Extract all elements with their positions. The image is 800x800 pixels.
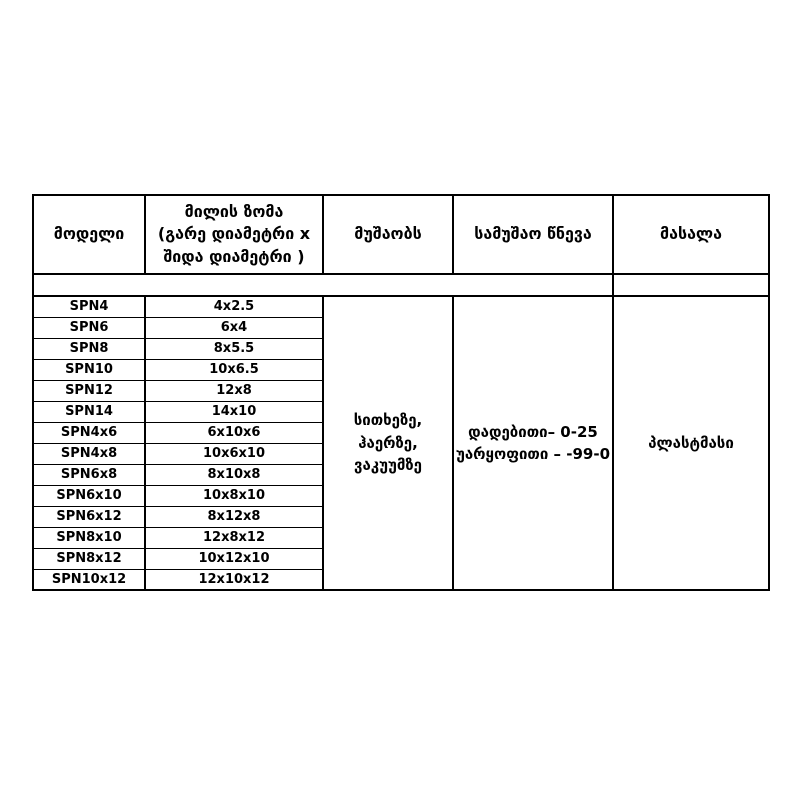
size-cell: 6x10x6 [144, 421, 324, 444]
size-cell: 10x6.5 [144, 358, 324, 381]
model-cell: SPN6x8 [32, 463, 146, 486]
size-cell: 10x6x10 [144, 442, 324, 465]
works-on-cell: სითხეზე, ჰაერზე, ვაკუუმზე [322, 295, 454, 591]
product-spec-table: მოდელი მილის ზომა (გარე დიამეტრი x შიდა … [32, 194, 770, 591]
table-row: SPN10x12 12x10x12 [32, 568, 769, 591]
table-row: SPN6x12 8x12x8 [32, 505, 769, 528]
table-row: SPN6x8 8x10x8 [32, 463, 769, 486]
size-cell: 12x10x12 [144, 568, 324, 591]
size-cell: 12x8x12 [144, 526, 324, 549]
model-cell: SPN4x6 [32, 421, 146, 444]
table-row: SPN14 14x10 [32, 400, 769, 423]
model-cell: SPN4x8 [32, 442, 146, 465]
header-works-on: მუშაობს [322, 194, 454, 275]
table-row: SPN6x10 10x8x10 [32, 484, 769, 507]
size-cell: 6x4 [144, 316, 324, 339]
model-cell: SPN14 [32, 400, 146, 423]
model-cell: SPN8x12 [32, 547, 146, 570]
model-cell: SPN12 [32, 379, 146, 402]
spacer-cell-right [612, 274, 770, 296]
header-model: მოდელი [32, 194, 146, 275]
table-row: SPN8x10 12x8x12 [32, 526, 769, 549]
header-working-pressure: სამუშაო წნევა [452, 194, 614, 275]
material-cell: პლასტმასი [612, 295, 770, 591]
model-cell: SPN8 [32, 337, 146, 360]
model-cell: SPN6x10 [32, 484, 146, 507]
spacer-row [32, 274, 770, 296]
table-row: SPN4x8 10x6x10 [32, 442, 769, 465]
size-cell: 8x12x8 [144, 505, 324, 528]
header-row: მოდელი მილის ზომა (გარე დიამეტრი x შიდა … [32, 194, 770, 275]
table-row: SPN10 10x6.5 [32, 358, 769, 381]
size-cell: 4x2.5 [144, 295, 324, 318]
pressure-cell: დადებითი– 0-25 უარყოფითი – -99-0 [452, 295, 614, 591]
model-cell: SPN10x12 [32, 568, 146, 591]
model-cell: SPN10 [32, 358, 146, 381]
header-pipe-size: მილის ზომა (გარე დიამეტრი x შიდა დიამეტრ… [144, 194, 324, 275]
header-material: მასალა [612, 194, 770, 275]
size-cell: 8x10x8 [144, 463, 324, 486]
size-cell: 10x8x10 [144, 484, 324, 507]
spacer-cell-left [32, 274, 613, 296]
model-cell: SPN6 [32, 316, 146, 339]
size-cell: 10x12x10 [144, 547, 324, 570]
model-cell: SPN8x10 [32, 526, 146, 549]
size-cell: 14x10 [144, 400, 324, 423]
size-cell: 8x5.5 [144, 337, 324, 360]
model-cell: SPN6x12 [32, 505, 146, 528]
size-cell: 12x8 [144, 379, 324, 402]
table-row: SPN4 4x2.5 სითხეზე, ჰაერზე, ვაკუუმზე დად… [32, 295, 770, 591]
model-cell: SPN4 [32, 295, 146, 318]
